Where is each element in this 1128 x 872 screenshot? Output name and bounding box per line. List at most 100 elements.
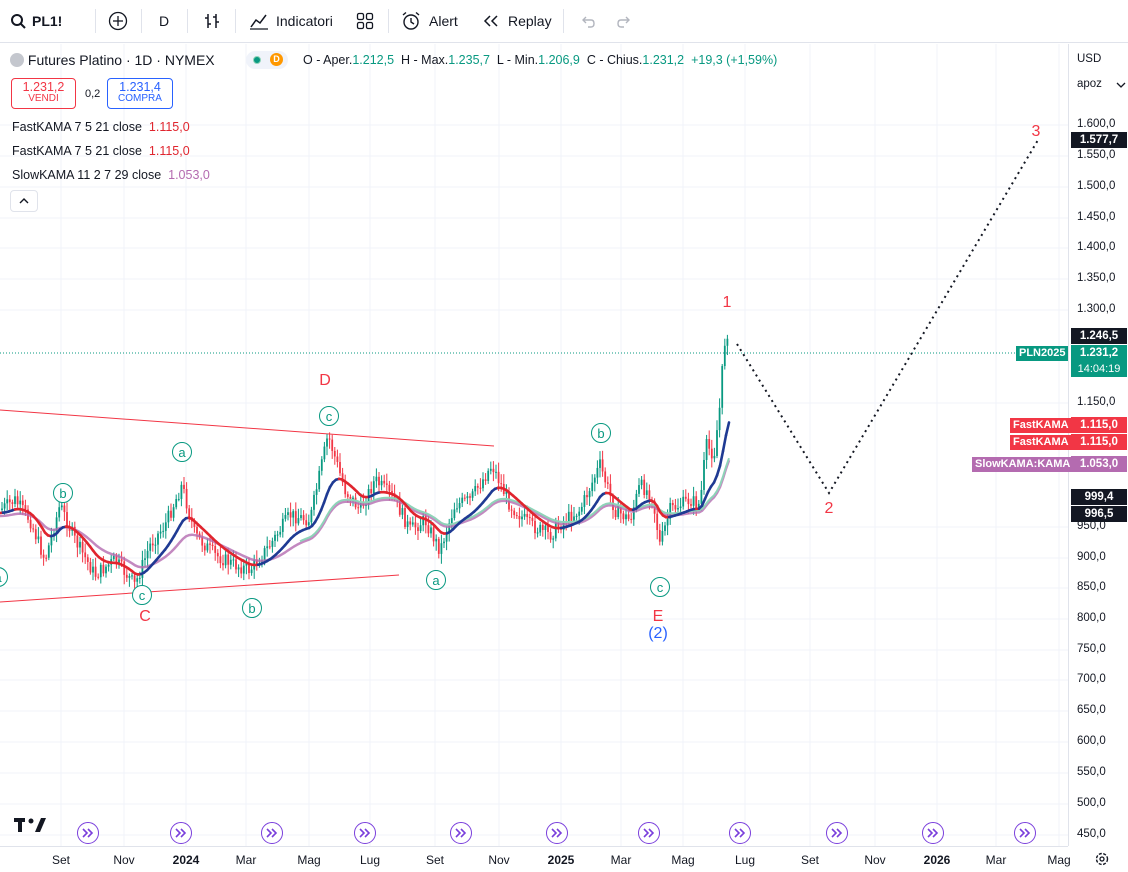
candle-body — [464, 498, 466, 499]
candle-body — [576, 516, 578, 517]
candle-body — [537, 532, 539, 533]
candles — [1, 335, 728, 589]
time-tick-label: Nov — [113, 853, 134, 867]
cloud-icon — [10, 53, 24, 67]
wave-label-3[interactable]: 3 — [1032, 123, 1041, 141]
wave-circle-c[interactable]: c — [132, 585, 152, 605]
candle-body — [209, 544, 211, 545]
candle-body — [695, 496, 697, 507]
wave-circle-b[interactable]: b — [53, 483, 73, 503]
candle-body — [550, 532, 552, 540]
candle-body — [186, 489, 188, 508]
candle-body — [428, 525, 430, 533]
event-play-icon[interactable] — [638, 822, 660, 844]
candle-body — [625, 514, 627, 519]
indicator-legend-slow[interactable]: SlowKAMA 11 2 7 29 close 1.053,0 — [12, 168, 210, 182]
wave-label-2-blue[interactable]: (2) — [648, 625, 668, 643]
tradingview-logo[interactable] — [14, 818, 46, 839]
price-tick-label: 1.400,0 — [1077, 241, 1115, 253]
candle-body — [383, 481, 385, 484]
candle-body — [685, 497, 687, 499]
candle-body — [212, 545, 214, 546]
wave-label-C[interactable]: C — [139, 608, 151, 626]
wave-circle-b[interactable]: b — [591, 423, 611, 443]
interval-label: D — [159, 13, 169, 29]
time-tick-label: 2026 — [924, 853, 951, 867]
compare-button[interactable] — [108, 0, 128, 42]
price-tick-label: 750,0 — [1077, 643, 1106, 655]
fast-kama-segment — [726, 422, 729, 435]
candle-body — [105, 567, 107, 574]
candle-body — [667, 519, 669, 526]
fast-kama-tag-2: 1.115,0 — [1071, 434, 1127, 450]
sell-label: VENDI — [12, 93, 75, 104]
wave-circle-c[interactable]: c — [650, 577, 670, 597]
candle-body — [207, 544, 209, 551]
candle-body — [30, 520, 32, 529]
candle-body — [467, 496, 469, 498]
price-chart[interactable] — [0, 44, 1068, 846]
event-play-icon[interactable] — [261, 822, 283, 844]
candle-body — [480, 488, 482, 489]
event-play-icon[interactable] — [354, 822, 376, 844]
market-status[interactable]: D — [246, 51, 288, 69]
buy-button[interactable]: 1.231,4 COMPRA — [107, 78, 173, 109]
symbol-search[interactable]: PL1! — [10, 0, 62, 42]
currency-select[interactable]: USD — [1072, 50, 1124, 70]
interval-button[interactable]: D — [159, 0, 169, 42]
candle-body — [264, 548, 266, 560]
candle-body — [493, 469, 495, 472]
candle-body — [329, 438, 331, 439]
event-play-icon[interactable] — [826, 822, 848, 844]
indicators-button[interactable]: Indicatori — [249, 0, 333, 42]
wave-circle-b[interactable]: b — [242, 598, 262, 618]
candle-body — [157, 533, 159, 544]
undo-button[interactable] — [579, 0, 595, 42]
candle-body — [389, 485, 391, 491]
candle-body — [615, 510, 617, 517]
candle-body — [597, 468, 599, 478]
wave-circle-c[interactable]: c — [319, 406, 339, 426]
sell-price: 1.231,2 — [12, 80, 75, 94]
candle-body — [714, 456, 716, 458]
wave-label-D[interactable]: D — [319, 372, 331, 390]
price-tick-label: 1.550,0 — [1077, 149, 1115, 161]
wave-circle-a[interactable]: a — [426, 570, 446, 590]
event-play-icon[interactable] — [729, 822, 751, 844]
fast-kama-segment — [717, 466, 720, 476]
time-tick-label: Nov — [488, 853, 509, 867]
alert-button[interactable]: Alert — [401, 0, 458, 42]
chart-settings-button[interactable] — [1094, 851, 1110, 872]
event-play-icon[interactable] — [922, 822, 944, 844]
redo-button[interactable] — [617, 0, 633, 42]
event-play-icon[interactable] — [170, 822, 192, 844]
candle-body — [103, 565, 105, 574]
candle-body — [337, 457, 339, 462]
candle-body — [370, 489, 372, 493]
triangle-upper-line — [0, 410, 494, 446]
candle-body — [170, 511, 172, 518]
time-axis[interactable] — [0, 846, 1068, 872]
event-play-icon[interactable] — [546, 822, 568, 844]
indicator-legend-fast-1[interactable]: FastKAMA 7 5 21 close 1.115,0 — [12, 120, 190, 134]
undo-icon — [579, 14, 595, 28]
sell-button[interactable]: 1.231,2 VENDI — [11, 78, 76, 109]
candle-body — [636, 494, 638, 507]
candle-body — [373, 481, 375, 493]
candle-body — [48, 545, 50, 557]
indicator-legend-fast-2[interactable]: FastKAMA 7 5 21 close 1.115,0 — [12, 144, 190, 158]
wave-circle-a[interactable]: a — [172, 442, 192, 462]
scale-select[interactable]: apoz — [1072, 75, 1128, 95]
wave-label-E[interactable]: E — [653, 608, 664, 626]
layouts-button[interactable] — [356, 0, 374, 42]
candle-body — [381, 481, 383, 485]
event-play-icon[interactable] — [77, 822, 99, 844]
collapse-legend-button[interactable] — [10, 190, 38, 212]
chart-type-button[interactable] — [203, 0, 221, 42]
event-play-icon[interactable] — [450, 822, 472, 844]
event-play-icon[interactable] — [1014, 822, 1036, 844]
wave-label-2[interactable]: 2 — [825, 500, 834, 518]
price-tick-label: 1.600,0 — [1077, 118, 1115, 130]
replay-button[interactable]: Replay — [482, 0, 552, 42]
wave-label-1[interactable]: 1 — [723, 294, 732, 312]
